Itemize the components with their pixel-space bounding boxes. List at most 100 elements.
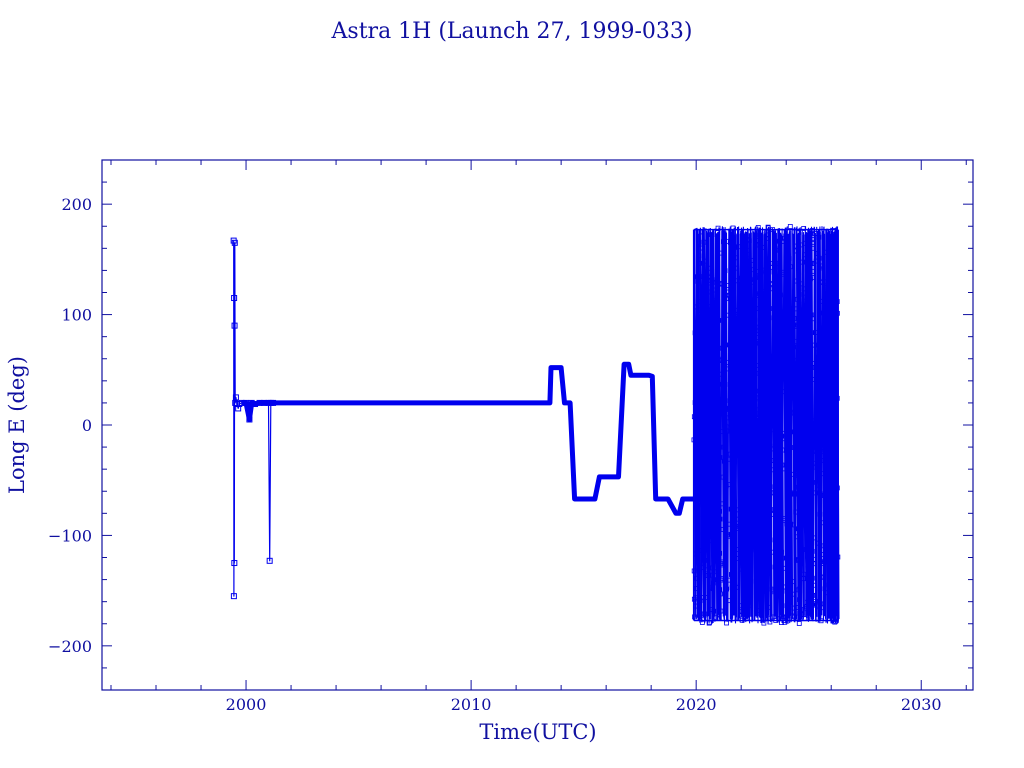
series-marker — [739, 609, 745, 615]
series-marker — [801, 226, 807, 231]
series-marker — [810, 561, 816, 567]
series-marker — [739, 275, 745, 281]
series-marker — [831, 399, 837, 405]
series-marker — [827, 419, 832, 425]
series-marker — [811, 464, 817, 470]
series-marker — [729, 585, 735, 591]
series-marker — [740, 405, 746, 411]
series-marker — [812, 437, 818, 443]
series-marker — [832, 465, 837, 471]
series-marker — [751, 508, 757, 514]
series-marker — [782, 347, 788, 352]
series-marker — [695, 353, 701, 359]
series-marker — [814, 463, 820, 469]
series-marker — [702, 433, 708, 439]
series-marker — [232, 394, 239, 401]
series-marker — [763, 373, 769, 379]
series-marker — [828, 236, 834, 241]
series-marker — [715, 517, 721, 523]
series-marker — [767, 390, 773, 396]
series-marker — [712, 448, 718, 454]
series-marker — [787, 463, 792, 469]
series-marker — [824, 520, 830, 526]
series-marker — [719, 501, 725, 507]
series-marker — [791, 471, 797, 477]
series-marker — [781, 271, 787, 277]
series-marker — [724, 586, 730, 592]
series-marker — [795, 358, 801, 364]
series-marker — [717, 280, 723, 286]
series-marker — [731, 517, 737, 523]
x-tick-label: 2000 — [226, 695, 267, 714]
series-marker — [805, 325, 811, 331]
series-marker — [806, 250, 812, 256]
series-marker — [750, 366, 756, 372]
series-marker — [827, 545, 833, 551]
series-marker — [712, 614, 718, 620]
series-marker — [811, 433, 817, 439]
series-marker — [826, 311, 832, 316]
series-marker — [727, 598, 733, 604]
series-marker — [808, 276, 813, 282]
y-tick-label: 0 — [82, 416, 92, 435]
series-marker — [725, 366, 731, 372]
series-marker — [791, 316, 797, 321]
series-marker — [816, 255, 822, 261]
series-marker — [782, 466, 788, 472]
series-marker — [768, 458, 774, 463]
series-marker — [694, 274, 700, 280]
series-marker — [763, 341, 769, 347]
series-marker — [829, 592, 835, 597]
series-marker — [807, 281, 813, 287]
series-marker — [776, 260, 782, 266]
series-marker — [828, 463, 834, 469]
series-marker — [805, 289, 811, 295]
series-marker — [738, 415, 744, 420]
series-marker — [793, 534, 799, 540]
series-marker — [704, 353, 710, 359]
series-marker — [757, 593, 763, 599]
series-marker — [827, 409, 833, 415]
series-marker — [746, 238, 752, 244]
series-marker — [737, 323, 743, 329]
series-marker — [748, 308, 754, 314]
series-marker — [786, 256, 792, 261]
series-marker — [724, 415, 730, 421]
series-marker — [719, 357, 725, 363]
series-marker — [722, 268, 728, 274]
series-marker — [702, 557, 707, 563]
series-marker — [737, 437, 742, 443]
series-marker — [828, 327, 834, 333]
series-marker — [721, 444, 727, 450]
series-marker — [711, 363, 717, 369]
series-marker — [750, 267, 756, 273]
series-marker — [714, 305, 720, 311]
series-line-thin — [233, 240, 694, 597]
series-marker — [741, 506, 747, 512]
series-marker — [795, 344, 801, 350]
series-marker — [701, 298, 707, 304]
series-marker — [811, 535, 817, 541]
series-marker — [721, 458, 727, 464]
series-marker — [762, 465, 768, 471]
series-marker — [736, 300, 742, 306]
series-marker — [745, 237, 751, 242]
series-marker — [810, 239, 816, 245]
series-marker — [755, 469, 761, 475]
series-marker — [785, 599, 791, 604]
series-marker — [740, 260, 746, 266]
series-marker — [811, 268, 816, 274]
series-marker — [805, 389, 811, 395]
series-marker — [704, 366, 710, 372]
series-marker — [753, 544, 759, 550]
series-marker — [803, 604, 809, 610]
series-marker — [710, 378, 716, 384]
series-marker — [740, 477, 746, 482]
series-marker — [826, 582, 832, 588]
series-marker — [722, 506, 728, 512]
series-marker — [747, 578, 752, 584]
series-marker — [721, 234, 727, 240]
series-marker — [705, 511, 711, 517]
series-marker — [772, 355, 778, 360]
series-marker — [808, 260, 814, 266]
